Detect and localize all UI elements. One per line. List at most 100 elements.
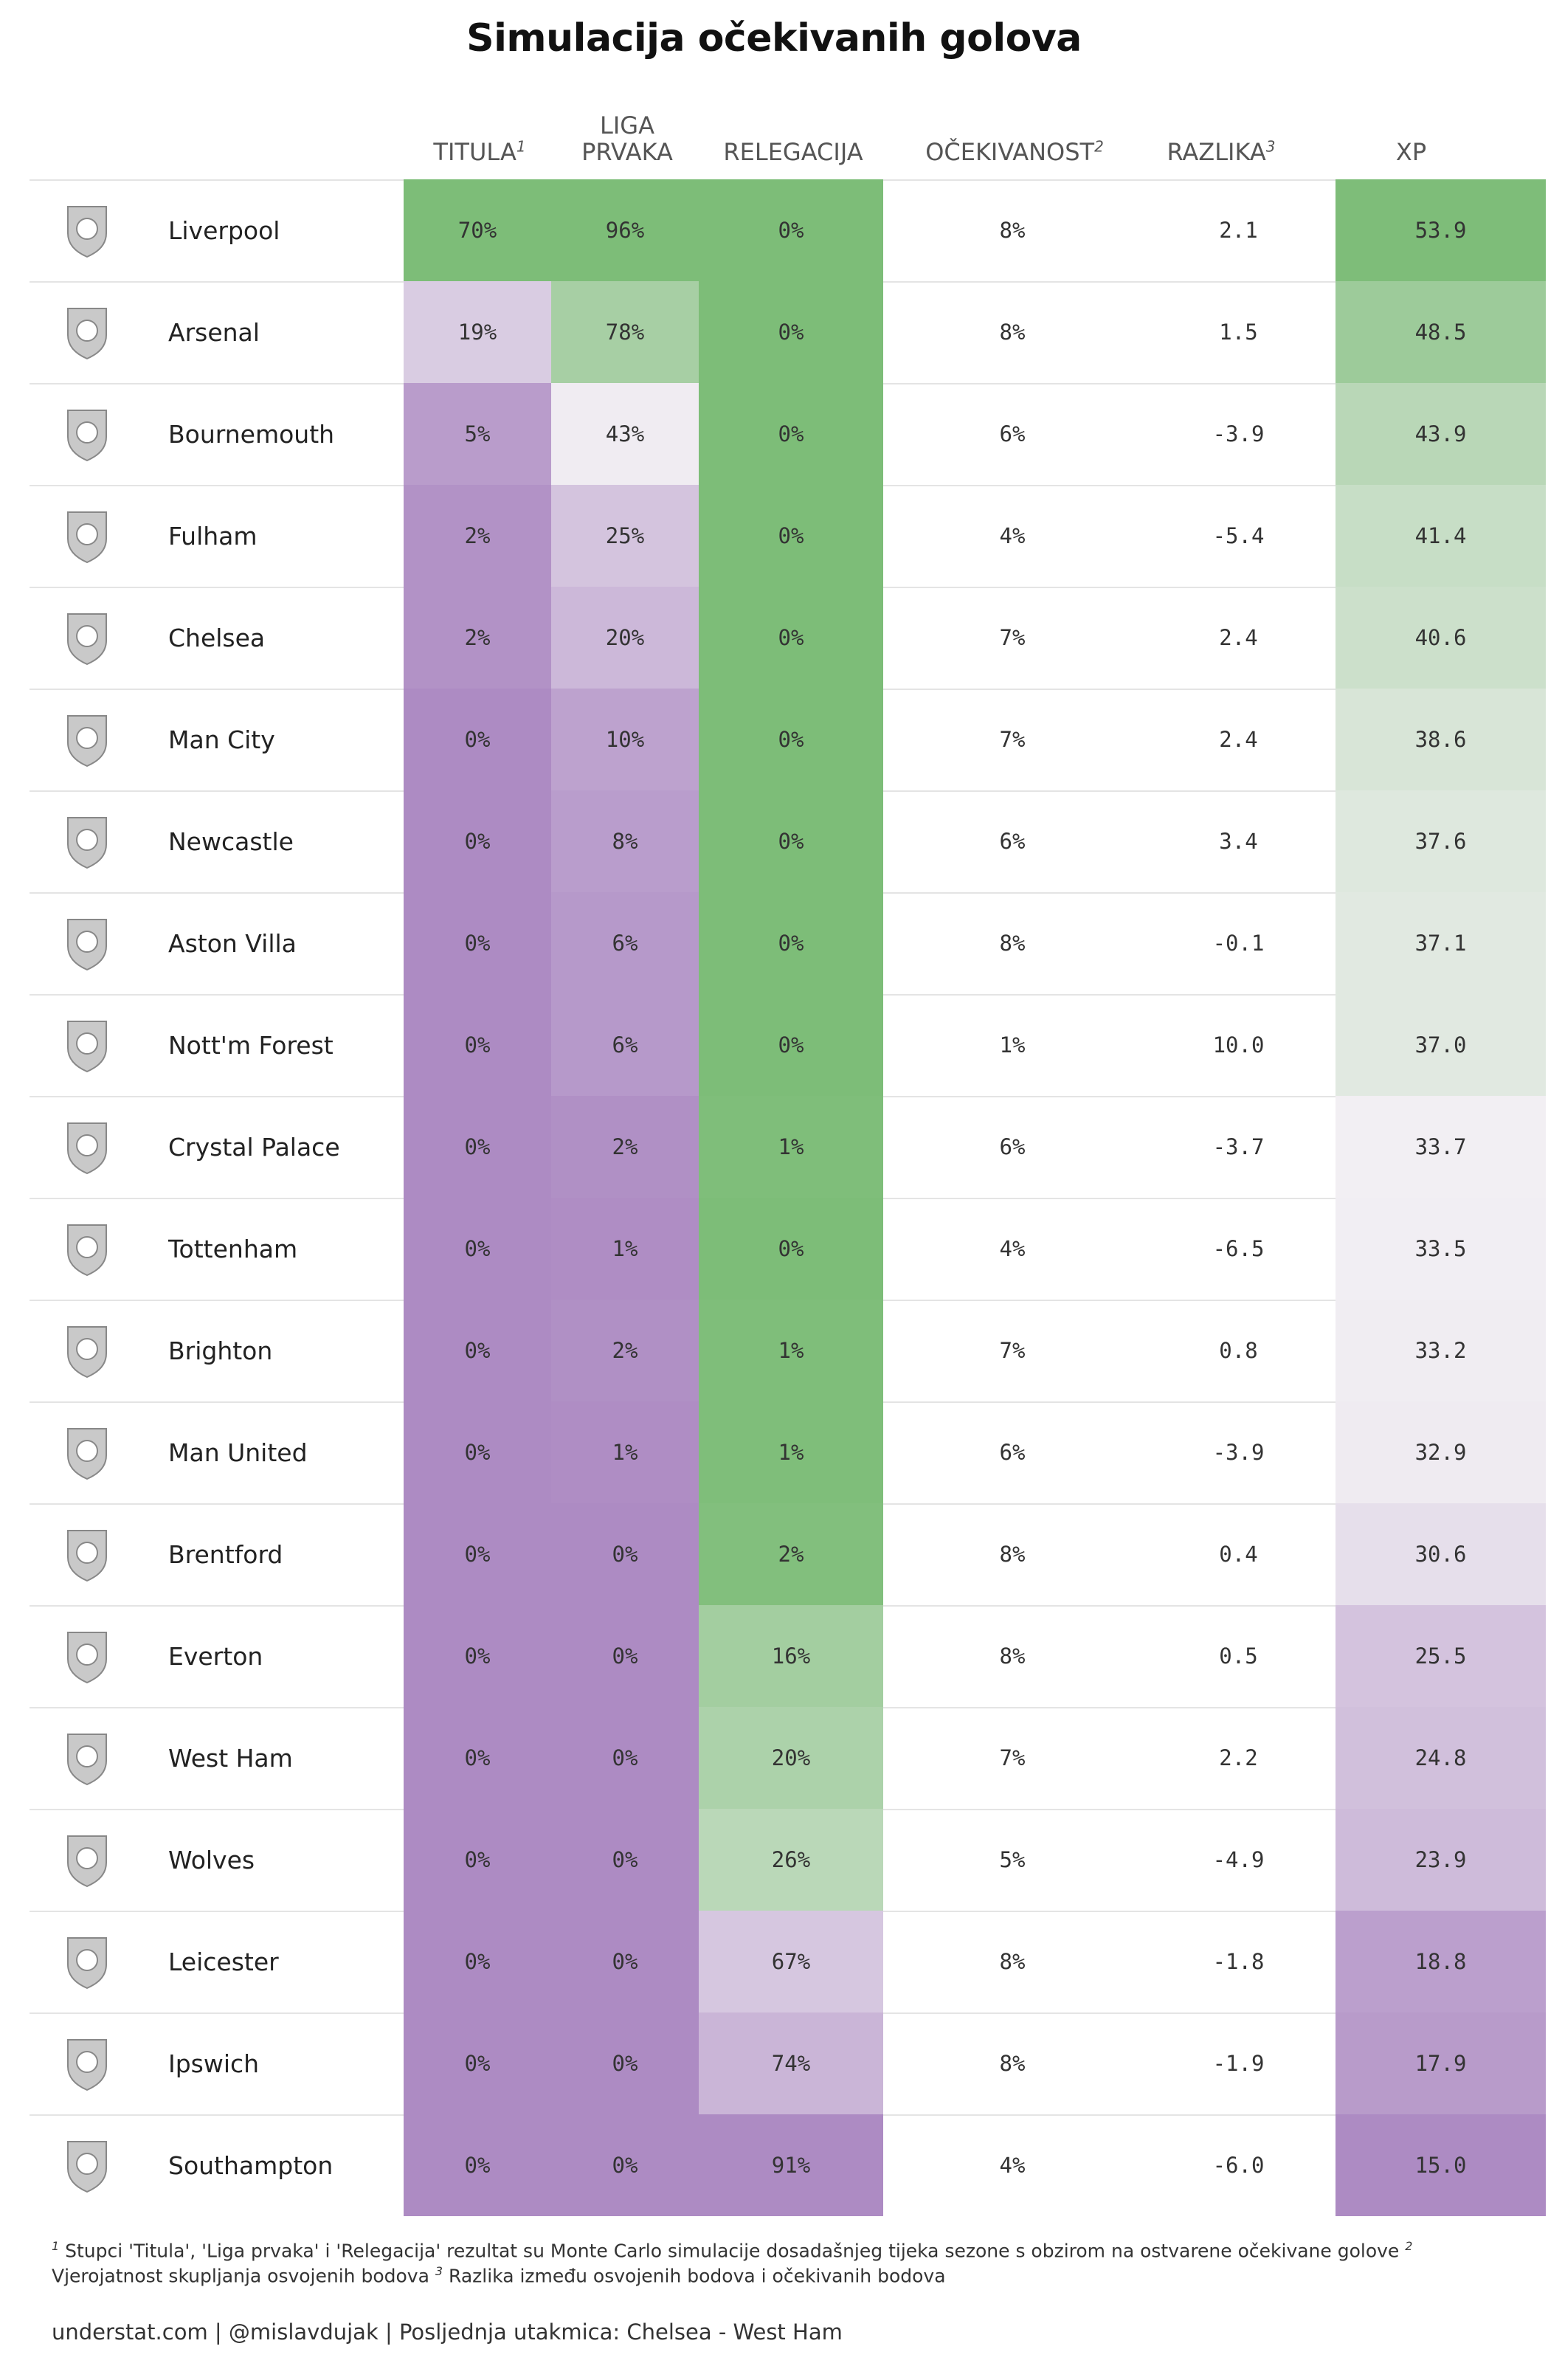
relegacija-cell: 1% — [699, 1300, 883, 1401]
brighton-crest-icon — [58, 1321, 117, 1380]
table-row: Crystal Palace 0% 2% 1% 6% -3.7 33.7 — [30, 1096, 1546, 1198]
liga-prvaka-cell: 43% — [551, 383, 699, 485]
relegacija-cell: 0% — [699, 587, 883, 689]
ocekivanost-cell: 8% — [999, 1643, 1026, 1669]
ocekivanost-cell: 6% — [999, 829, 1026, 854]
man-united-crest-icon — [58, 1423, 117, 1482]
relegacija-cell: 2% — [699, 1503, 883, 1605]
team-name: Nott'm Forest — [168, 1030, 334, 1060]
ocekivanost-cell: 7% — [999, 1745, 1026, 1770]
xp-cell: 32.9 — [1336, 1401, 1546, 1503]
team-name: West Ham — [168, 1743, 293, 1773]
ocekivanost-cell: 8% — [999, 218, 1026, 243]
razlika-cell: 0.8 — [1219, 1338, 1258, 1363]
team-name: Wolves — [168, 1845, 255, 1874]
xp-cell: 43.9 — [1336, 383, 1546, 485]
footnote: 1 Stupci 'Titula', 'Liga prvaka' i 'Rele… — [52, 2236, 1498, 2287]
relegacija-cell: 0% — [699, 892, 883, 994]
ocekivanost-cell: 8% — [999, 931, 1026, 956]
razlika-cell: 0.5 — [1219, 1643, 1258, 1669]
xp-cell: 23.9 — [1336, 1809, 1546, 1911]
header-titula-label: TITULA — [433, 138, 516, 166]
southampton-crest-icon — [58, 2136, 117, 2195]
relegacija-cell: 0% — [699, 689, 883, 790]
xp-cell: 17.9 — [1336, 2012, 1546, 2114]
header-ocekivanost: OČEKIVANOST2 — [885, 139, 1144, 165]
crystal-palace-crest-icon — [58, 1117, 117, 1176]
relegacija-cell: 0% — [699, 1198, 883, 1300]
razlika-cell: -1.8 — [1212, 1949, 1265, 1974]
nottm-forest-crest-icon — [58, 1015, 117, 1075]
titula-cell: 19% — [404, 281, 551, 383]
man-city-crest-icon — [58, 710, 117, 769]
razlika-cell: 0.4 — [1219, 1542, 1258, 1567]
razlika-cell: -3.7 — [1212, 1134, 1265, 1159]
header-relegacija-label: RELEGACIJA — [723, 138, 863, 166]
liga-prvaka-cell: 20% — [551, 587, 699, 689]
titula-cell: 0% — [404, 1707, 551, 1809]
titula-cell: 2% — [404, 587, 551, 689]
titula-cell: 0% — [404, 892, 551, 994]
table-row: West Ham 0% 0% 20% 7% 2.2 24.8 — [30, 1707, 1546, 1809]
xp-cell: 37.0 — [1336, 994, 1546, 1096]
liga-prvaka-cell: 0% — [551, 1605, 699, 1707]
relegacija-cell: 0% — [699, 383, 883, 485]
header-razlika: RAZLIKA3 — [1144, 139, 1299, 165]
ocekivanost-cell: 7% — [999, 727, 1026, 752]
team-name: Fulham — [168, 521, 258, 551]
ocekivanost-cell: 1% — [999, 1032, 1026, 1058]
razlika-cell: 2.4 — [1219, 727, 1258, 752]
column-headers: TITULA1 LIGA PRVAKA RELEGACIJA OČEKIVANO… — [0, 103, 1548, 177]
relegacija-cell: 0% — [699, 994, 883, 1096]
table-row: Wolves 0% 0% 26% 5% -4.9 23.9 — [30, 1809, 1546, 1911]
relegacija-cell: 20% — [699, 1707, 883, 1809]
header-liga-line1: LIGA — [600, 111, 654, 139]
team-name: Newcastle — [168, 827, 294, 856]
relegacija-cell: 0% — [699, 179, 883, 281]
table-row: Liverpool 70% 96% 0% 8% 2.1 53.9 — [30, 179, 1546, 281]
table-row: Ipswich 0% 0% 74% 8% -1.9 17.9 — [30, 2012, 1546, 2114]
razlika-cell: 10.0 — [1212, 1032, 1265, 1058]
relegacija-cell: 91% — [699, 2114, 883, 2216]
table-row: Aston Villa 0% 6% 0% 8% -0.1 37.1 — [30, 892, 1546, 994]
razlika-cell: -6.5 — [1212, 1236, 1265, 1261]
team-name: Liverpool — [168, 215, 280, 245]
ocekivanost-cell: 6% — [999, 1440, 1026, 1465]
liga-prvaka-cell: 0% — [551, 2012, 699, 2114]
newcastle-crest-icon — [58, 812, 117, 871]
team-name: Man City — [168, 725, 275, 754]
table-row: Newcastle 0% 8% 0% 6% 3.4 37.6 — [30, 790, 1546, 892]
ocekivanost-cell: 8% — [999, 1542, 1026, 1567]
team-name: Man United — [168, 1438, 308, 1467]
razlika-cell: -0.1 — [1212, 931, 1265, 956]
team-name: Aston Villa — [168, 928, 297, 958]
ocekivanost-cell: 7% — [999, 625, 1026, 650]
table-row: Chelsea 2% 20% 0% 7% 2.4 40.6 — [30, 587, 1546, 689]
razlika-cell: -3.9 — [1212, 421, 1265, 446]
titula-cell: 0% — [404, 1096, 551, 1198]
relegacija-cell: 1% — [699, 1401, 883, 1503]
credit-line: understat.com | @mislavdujak | Posljednj… — [52, 2319, 843, 2345]
razlika-cell: 1.5 — [1219, 320, 1258, 345]
footnote-mark-2: 2 — [1405, 2239, 1413, 2253]
table-row: Southampton 0% 0% 91% 4% -6.0 15.0 — [30, 2114, 1546, 2216]
titula-cell: 0% — [404, 689, 551, 790]
table-row: Man City 0% 10% 0% 7% 2.4 38.6 — [30, 689, 1546, 790]
xp-cell: 15.0 — [1336, 2114, 1546, 2216]
team-name: Brighton — [168, 1336, 273, 1365]
razlika-cell: -5.4 — [1212, 523, 1265, 548]
xp-cell: 24.8 — [1336, 1707, 1546, 1809]
ocekivanost-cell: 5% — [999, 1847, 1026, 1872]
titula-cell: 2% — [404, 485, 551, 587]
header-xp: XP — [1306, 139, 1516, 165]
xp-cell: 41.4 — [1336, 485, 1546, 587]
xp-cell: 40.6 — [1336, 587, 1546, 689]
fulham-crest-icon — [58, 506, 117, 565]
team-name: Crystal Palace — [168, 1132, 340, 1162]
xp-cell: 18.8 — [1336, 1911, 1546, 2012]
tottenham-crest-icon — [58, 1219, 117, 1278]
team-name: Everton — [168, 1641, 263, 1671]
xp-cell: 38.6 — [1336, 689, 1546, 790]
liverpool-crest-icon — [58, 201, 117, 260]
ocekivanost-cell: 8% — [999, 1949, 1026, 1974]
